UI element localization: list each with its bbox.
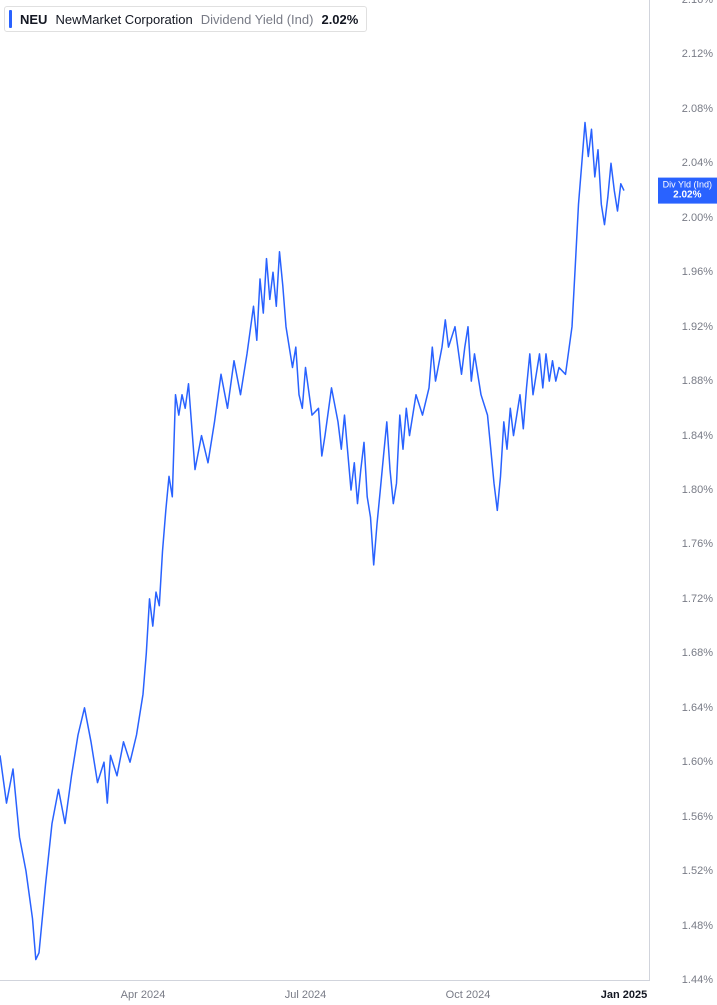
y-axis-tick: 1.68% xyxy=(682,647,713,659)
line-chart-svg xyxy=(0,0,717,1005)
y-axis-tick: 2.12% xyxy=(682,48,713,60)
y-axis-tick: 1.52% xyxy=(682,865,713,877)
y-axis-tick: 1.72% xyxy=(682,593,713,605)
legend-company: NewMarket Corporation xyxy=(55,12,192,27)
y-axis-tick: 2.04% xyxy=(682,157,713,169)
y-axis-tick: 1.96% xyxy=(682,266,713,278)
x-axis-tick: Jan 2025 xyxy=(601,989,647,1001)
y-axis-tick: 1.92% xyxy=(682,321,713,333)
y-axis-tick: 1.84% xyxy=(682,430,713,442)
chart-legend[interactable]: NEU NewMarket Corporation Dividend Yield… xyxy=(4,6,367,32)
dividend-yield-line xyxy=(0,123,624,960)
y-axis-tick: 2.16% xyxy=(682,0,713,6)
x-axis-tick: Oct 2024 xyxy=(446,989,491,1001)
y-axis-tick: 1.88% xyxy=(682,375,713,387)
y-axis-tick: 1.76% xyxy=(682,538,713,550)
y-axis-tick: 1.56% xyxy=(682,811,713,823)
y-axis-tick: 1.48% xyxy=(682,920,713,932)
legend-metric: Dividend Yield (Ind) xyxy=(201,12,314,27)
y-axis-tick: 2.08% xyxy=(682,103,713,115)
current-value-tag: Div Yld (Ind) 2.02% xyxy=(658,177,717,204)
y-axis-tick: 1.80% xyxy=(682,484,713,496)
y-axis-tick: 1.64% xyxy=(682,702,713,714)
y-axis-tick: 2.00% xyxy=(682,212,713,224)
x-axis-line xyxy=(0,980,650,981)
legend-color-bar xyxy=(9,10,12,28)
legend-ticker: NEU xyxy=(20,12,47,27)
y-axis-tick: 1.44% xyxy=(682,974,713,986)
x-axis-tick: Apr 2024 xyxy=(121,989,166,1001)
x-axis-tick: Jul 2024 xyxy=(285,989,327,1001)
chart-area[interactable]: 2.16% 2.12% 2.08% 2.04% 2.00% 1.96% 1.92% 1.88%… xyxy=(0,0,717,1005)
legend-value: 2.02% xyxy=(321,12,358,27)
y-axis-line xyxy=(649,0,650,981)
price-tag-value: 2.02% xyxy=(663,190,712,202)
price-tag-label: Div Yld (Ind) xyxy=(663,179,712,190)
y-axis-tick: 1.60% xyxy=(682,756,713,768)
